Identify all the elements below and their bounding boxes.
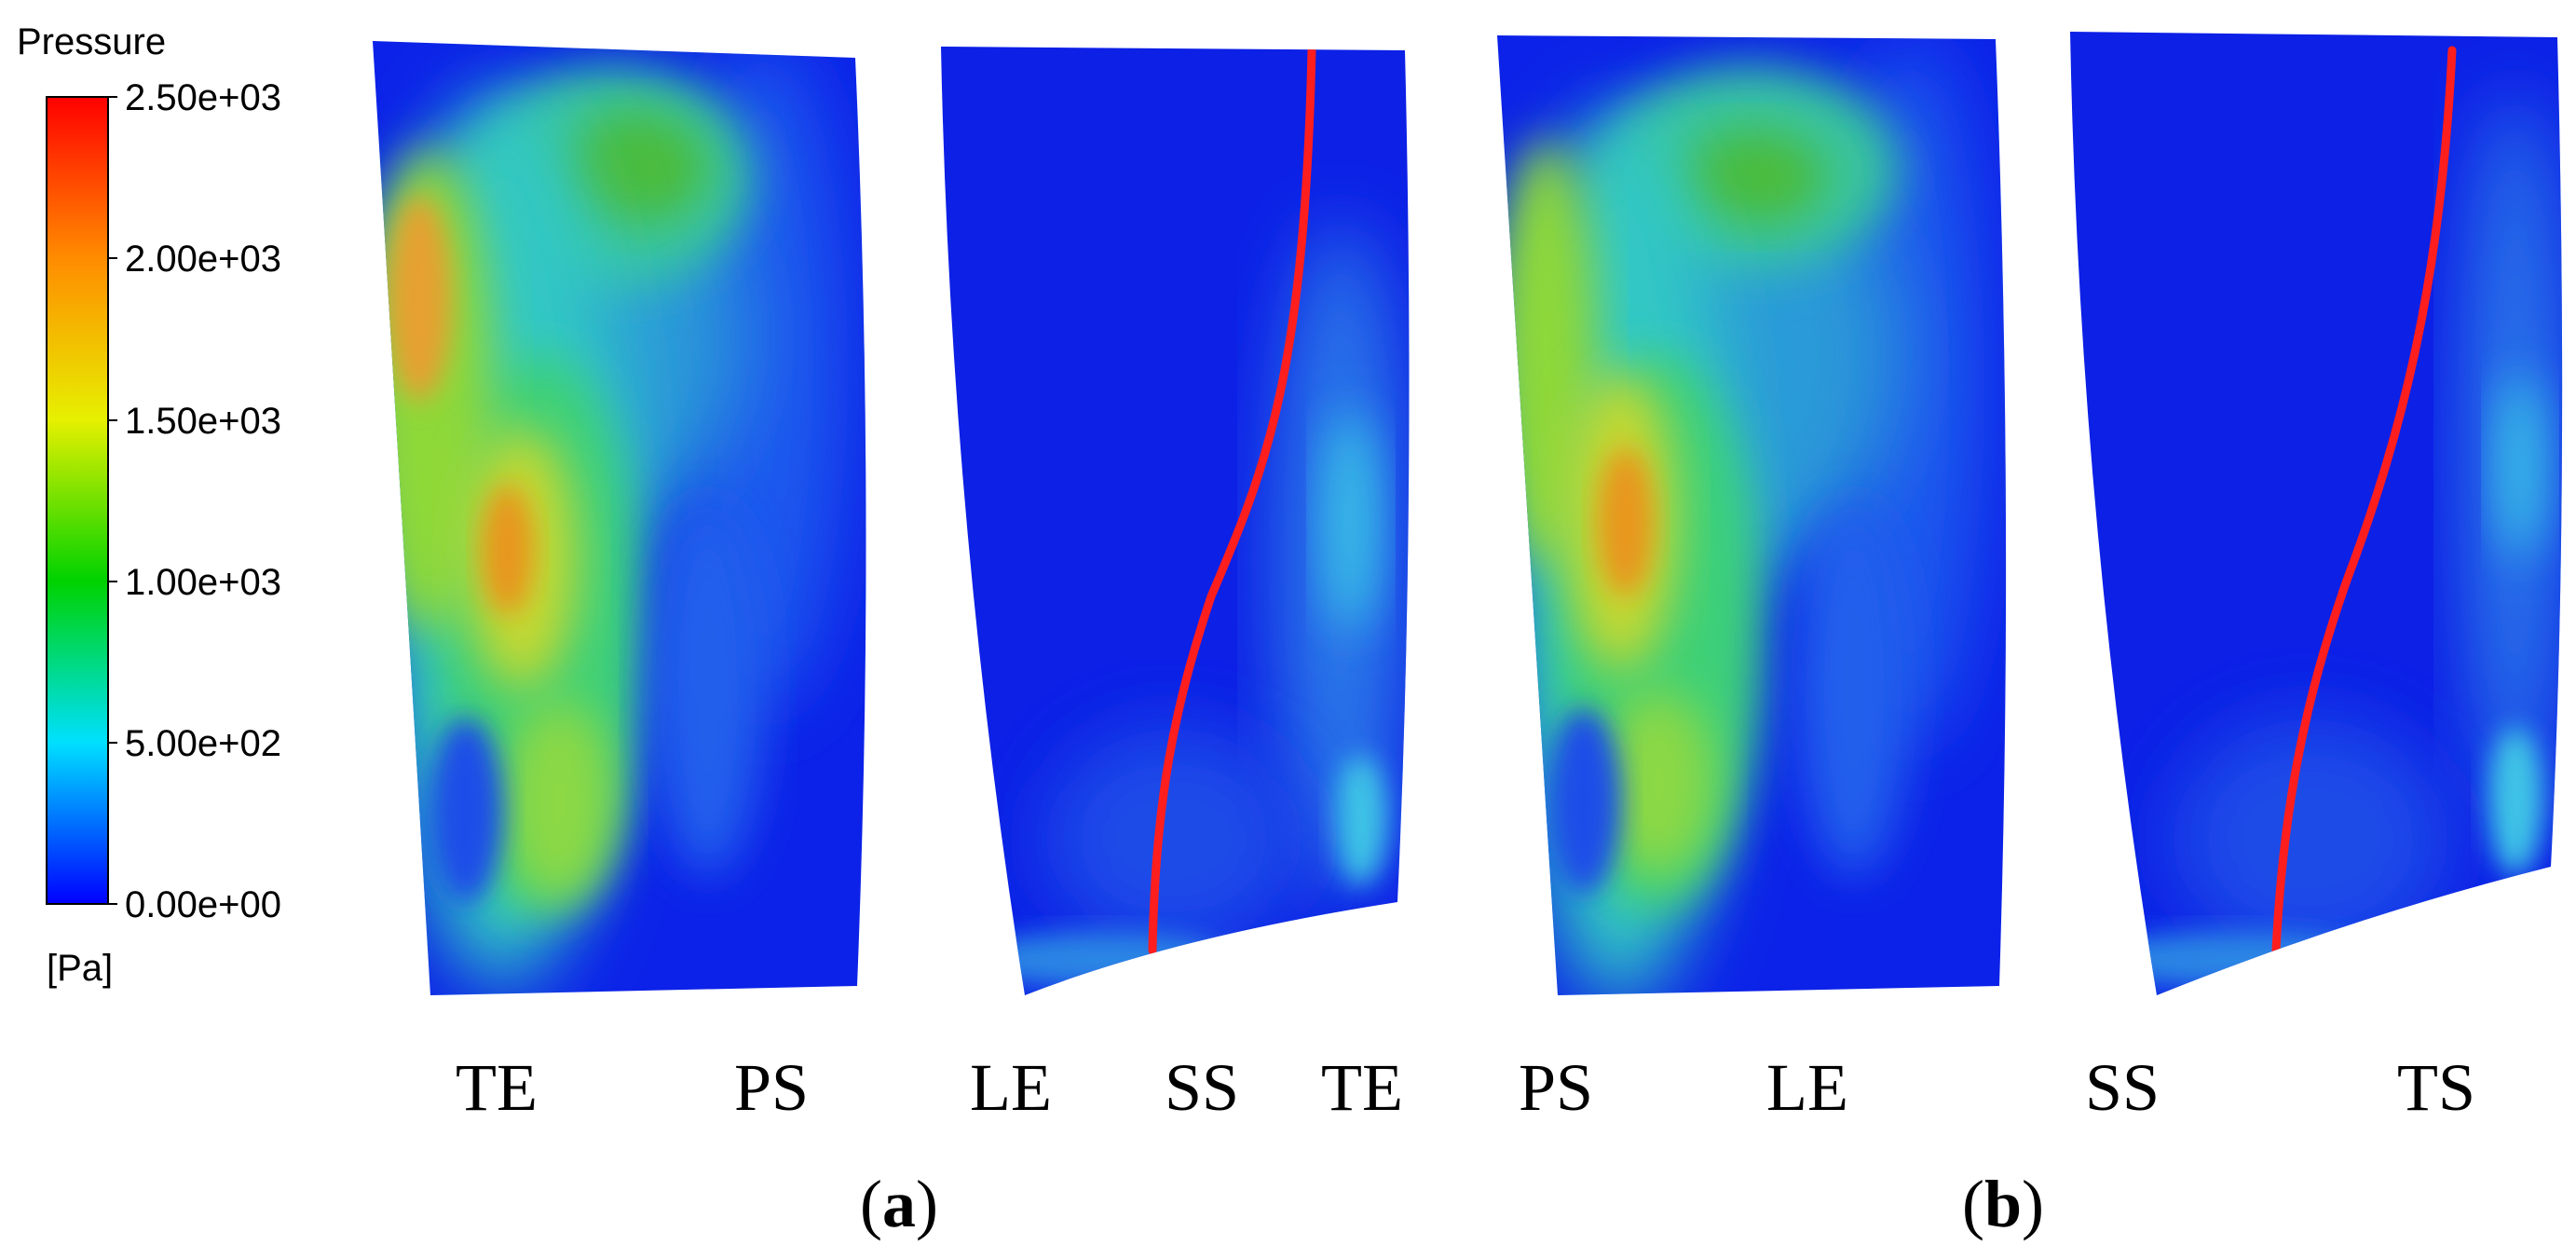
blade-contour-b-pressure-side xyxy=(1497,35,2007,995)
tick-label: 5.00e+02 xyxy=(125,723,281,764)
region-label-te: TE xyxy=(456,1050,538,1125)
region-labels: TE PS LE SS TE PS LE SS TS xyxy=(456,1050,2475,1125)
region-label-ss: SS xyxy=(2085,1050,2160,1125)
tick-label: 1.00e+03 xyxy=(125,562,281,603)
tick-label: 1.50e+03 xyxy=(125,401,281,442)
blade-contour-a-suction-side xyxy=(941,47,1410,995)
blade-contour-a-pressure-side xyxy=(373,41,866,995)
color-bar-ticks xyxy=(108,96,117,905)
tick-label: 2.00e+03 xyxy=(125,239,281,280)
pressure-legend: Pressure 2.50e+03 2.00e+03 1.50e+03 1.00… xyxy=(17,21,281,989)
region-label-le: LE xyxy=(970,1050,1052,1125)
region-label-ts: TS xyxy=(2397,1050,2475,1125)
trailing-line xyxy=(2271,46,2457,955)
legend-unit: [Pa] xyxy=(47,948,113,989)
legend-title: Pressure xyxy=(17,21,166,62)
panel-label-b: (b) xyxy=(1962,1167,2044,1241)
region-label-le: LE xyxy=(1766,1050,1848,1125)
tick-label: 2.50e+03 xyxy=(125,77,281,118)
color-bar xyxy=(46,96,109,905)
trailing-line xyxy=(1148,47,1316,955)
region-label-ss: SS xyxy=(1165,1050,1239,1125)
panel-label-a: (a) xyxy=(860,1167,938,1241)
region-label-ps: PS xyxy=(1519,1050,1593,1125)
tick-label: 0.00e+00 xyxy=(125,884,281,925)
region-label-ps: PS xyxy=(734,1050,809,1125)
region-label-te: TE xyxy=(1321,1050,1403,1125)
blade-contour-b-suction-side xyxy=(2070,32,2563,995)
